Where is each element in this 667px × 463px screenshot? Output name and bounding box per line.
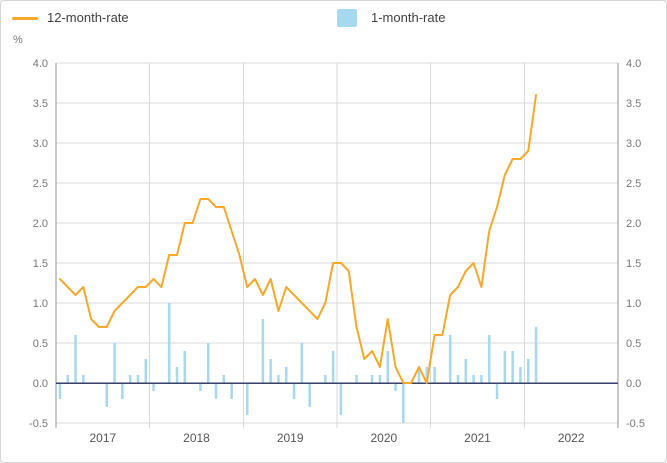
bar[interactable] xyxy=(82,375,85,383)
bar[interactable] xyxy=(448,335,452,383)
x-year-label: 2019 xyxy=(277,431,304,445)
bar[interactable] xyxy=(300,343,304,383)
bar[interactable] xyxy=(206,343,210,383)
bar[interactable] xyxy=(222,375,226,383)
bar[interactable] xyxy=(487,335,491,383)
bar[interactable] xyxy=(534,327,538,383)
bar[interactable] xyxy=(121,383,124,399)
bar[interactable] xyxy=(183,351,187,383)
bar[interactable] xyxy=(370,375,374,383)
y-axis-unit-label: % xyxy=(13,34,23,46)
legend-item-12-month-rate[interactable]: 12-month-rate xyxy=(12,9,129,27)
bar[interactable] xyxy=(308,383,311,407)
line-series[interactable] xyxy=(58,94,538,384)
legend-label-12-month-rate: 12-month-rate xyxy=(47,10,129,25)
bar[interactable] xyxy=(105,383,108,407)
bar[interactable] xyxy=(113,343,116,383)
bar[interactable] xyxy=(199,383,202,391)
bar[interactable] xyxy=(269,359,272,383)
bar[interactable] xyxy=(425,367,429,383)
bar[interactable] xyxy=(245,383,249,415)
bar[interactable] xyxy=(175,367,179,383)
y-tick-label-left: 0.5 xyxy=(33,338,48,350)
bar[interactable] xyxy=(58,383,62,399)
line-swatch-icon xyxy=(12,16,38,20)
y-tick-label-left: 0.0 xyxy=(33,378,48,390)
legend-item-1-month-rate[interactable]: 1-month-rate xyxy=(337,9,445,27)
bar[interactable] xyxy=(74,335,77,383)
bar[interactable] xyxy=(152,383,155,391)
y-tick-label-right: 3.0 xyxy=(626,138,641,150)
y-tick-label-right: 3.5 xyxy=(626,98,641,110)
y-tick-label-right: 1.0 xyxy=(626,298,641,310)
bar[interactable] xyxy=(136,375,140,383)
bar[interactable] xyxy=(433,367,436,383)
bar[interactable] xyxy=(292,383,296,399)
x-year-label: 2021 xyxy=(464,431,491,445)
bar[interactable] xyxy=(378,375,382,383)
bar[interactable] xyxy=(214,383,218,399)
bar[interactable] xyxy=(277,375,280,383)
x-year-label: 2022 xyxy=(558,431,585,445)
y-tick-label-left: 1.0 xyxy=(33,298,48,310)
bar-swatch-icon xyxy=(337,9,357,27)
bar[interactable] xyxy=(472,375,475,383)
y-tick-label-left: 4.0 xyxy=(33,58,48,70)
bar[interactable] xyxy=(167,303,171,383)
chart-legend: 12-month-rate 1-month-rate xyxy=(1,1,666,35)
y-tick-label-right: 2.0 xyxy=(626,218,641,230)
bar[interactable] xyxy=(511,351,514,383)
x-year-label: 2018 xyxy=(183,431,210,445)
y-tick-label-left: -0.5 xyxy=(29,418,48,430)
bar[interactable] xyxy=(66,375,69,383)
y-tick-label-left: 1.5 xyxy=(33,258,48,270)
bar[interactable] xyxy=(128,375,132,383)
bar[interactable] xyxy=(285,367,288,383)
bar[interactable] xyxy=(456,375,460,383)
bar[interactable] xyxy=(417,367,421,383)
y-tick-label-right: 0.0 xyxy=(626,378,641,390)
x-year-label: 2020 xyxy=(370,431,397,445)
y-tick-label-left: 3.0 xyxy=(33,138,48,150)
y-tick-label-left: 2.0 xyxy=(33,218,48,230)
y-tick-label-left: 2.5 xyxy=(33,178,48,190)
y-tick-label-right: -0.5 xyxy=(626,418,645,430)
bar[interactable] xyxy=(394,383,397,391)
bar[interactable] xyxy=(503,351,507,383)
y-tick-label-right: 2.5 xyxy=(626,178,641,190)
bar[interactable] xyxy=(324,375,327,383)
bar[interactable] xyxy=(526,359,530,383)
y-tick-label-right: 0.5 xyxy=(626,338,641,350)
y-tick-label-right: 1.5 xyxy=(626,258,641,270)
bar[interactable] xyxy=(144,359,148,383)
bar[interactable] xyxy=(261,319,265,383)
y-tick-label-right: 4.0 xyxy=(626,58,641,70)
bar[interactable] xyxy=(339,383,343,415)
bar-series[interactable] xyxy=(58,303,538,423)
bar[interactable] xyxy=(495,383,499,399)
bar[interactable] xyxy=(386,351,389,383)
y-tick-label-left: 3.5 xyxy=(33,98,48,110)
bar[interactable] xyxy=(402,383,405,423)
bar[interactable] xyxy=(355,375,358,383)
bar[interactable] xyxy=(464,359,468,383)
bar[interactable] xyxy=(480,375,483,383)
x-year-label: 2017 xyxy=(89,431,116,445)
bar[interactable] xyxy=(331,351,335,383)
bar[interactable] xyxy=(519,367,522,383)
legend-label-1-month-rate: 1-month-rate xyxy=(371,10,446,25)
bar[interactable] xyxy=(230,383,233,399)
